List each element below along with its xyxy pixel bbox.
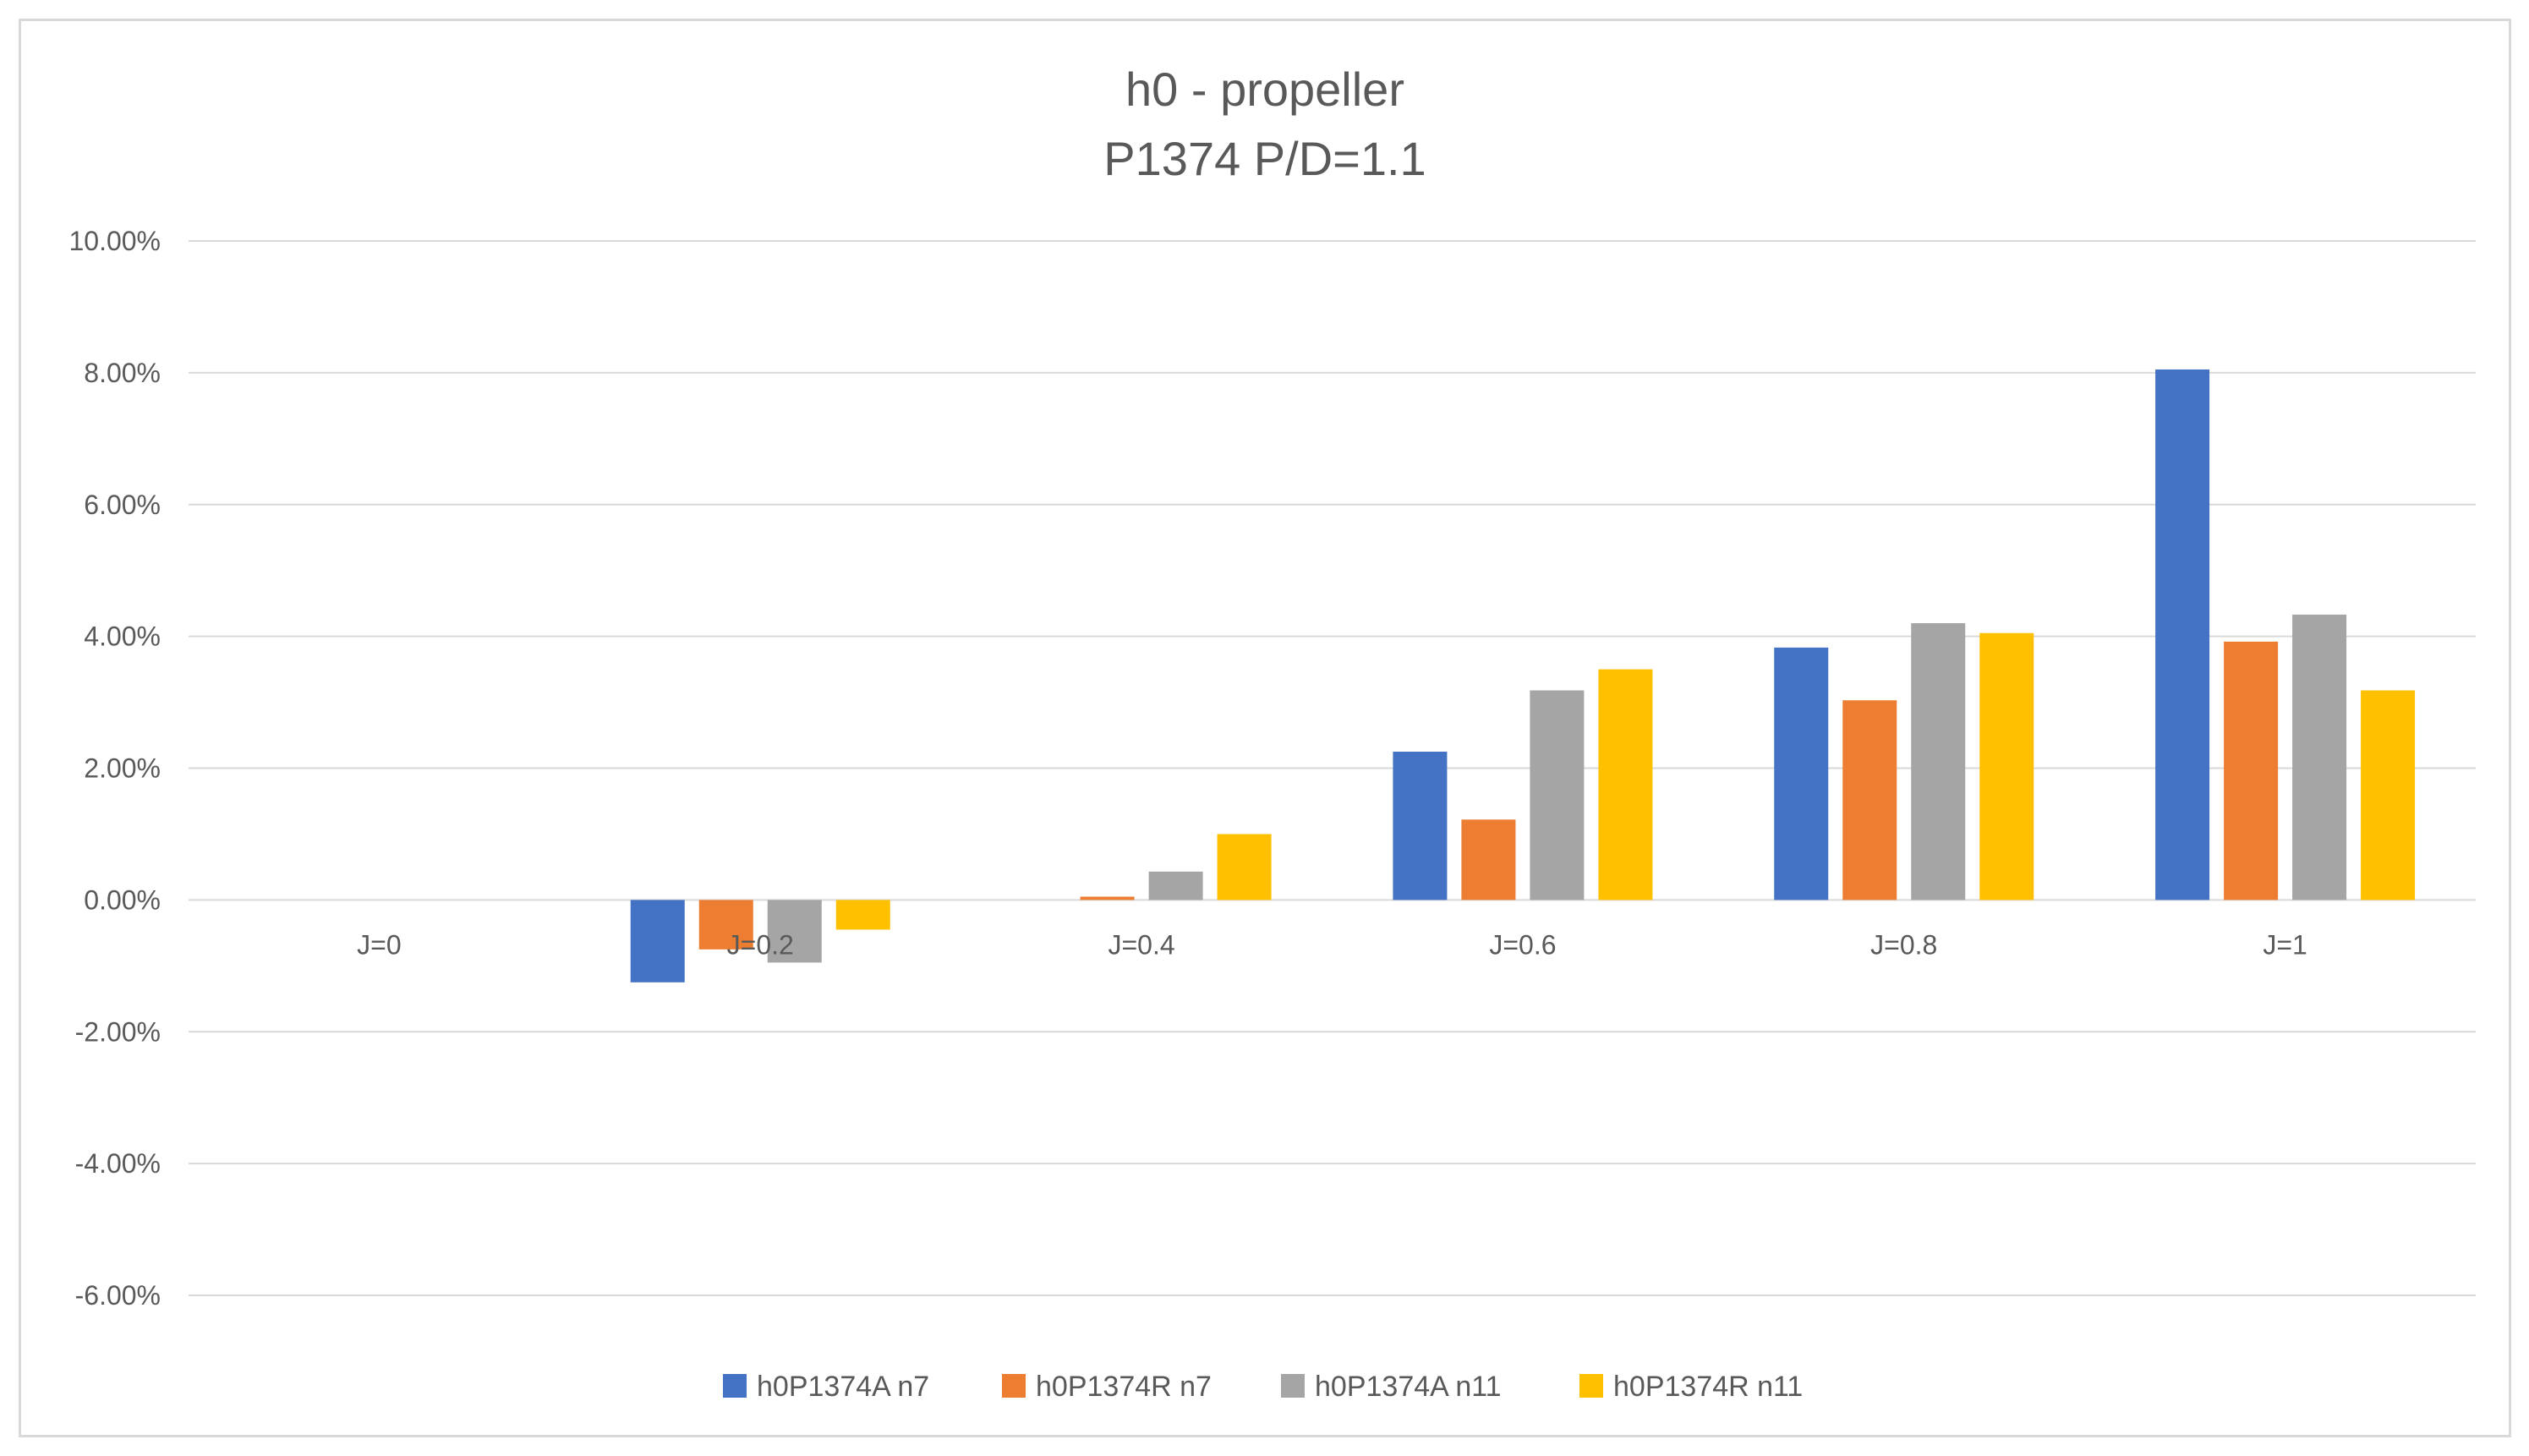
bar [698, 900, 753, 950]
chart-subtitle: P1374 P/D=1.1 [1103, 132, 1426, 185]
bar [1979, 632, 2034, 900]
y-tick-label: 4.00% [84, 621, 161, 652]
legend: h0P1374A n7 h0P1374R n7 h0P1374A n11 h0P137… [723, 1371, 1803, 1403]
bar [1911, 623, 1966, 900]
x-tick-label: J=0 [357, 929, 401, 960]
bar [1842, 700, 1897, 900]
bar [2292, 614, 2347, 900]
y-tick-label: 10.00% [68, 226, 161, 256]
y-tick-label: -2.00% [75, 1016, 161, 1047]
gridlines [189, 240, 2476, 1296]
legend-swatch [1579, 1374, 1603, 1398]
bar [1530, 690, 1585, 900]
y-tick-label: 8.00% [84, 358, 161, 388]
bar [1393, 752, 1448, 900]
bar [1774, 647, 1829, 900]
y-axis-tick-labels: -6.00% -4.00% -2.00% 0.00% 2.00% 4.00% 6.00% 8.… [68, 226, 161, 1311]
y-tick-label: 6.00% [84, 490, 161, 520]
bar [1598, 669, 1653, 900]
legend-label: h0P1374A n11 [1315, 1371, 1502, 1403]
x-tick-label: J=0.2 [727, 929, 794, 960]
bar [630, 900, 685, 983]
legend-item: h0P1374A n11 [1281, 1371, 1502, 1403]
bar [767, 900, 822, 963]
legend-label: h0P1374R n7 [1036, 1371, 1212, 1403]
legend-item: h0P1374A n7 [723, 1371, 929, 1403]
x-tick-label: J=0.4 [1108, 929, 1174, 960]
y-tick-label: -6.00% [75, 1280, 161, 1311]
chart-frame: h0 - propeller P1374 P/D=1.1 -6.00% -4.00… [19, 19, 2511, 1437]
x-tick-label: J=0.6 [1489, 929, 1556, 960]
x-tick-label: J=0.8 [1870, 929, 1937, 960]
bar [2155, 369, 2210, 900]
bar [2224, 641, 2279, 900]
legend-item: h0P1374R n11 [1579, 1371, 1803, 1403]
bar [1461, 819, 1516, 900]
legend-item: h0P1374R n7 [1002, 1371, 1212, 1403]
bar [2361, 690, 2416, 900]
chart-title: h0 - propeller [1125, 63, 1404, 116]
bar [835, 900, 890, 930]
bar [1217, 834, 1272, 900]
bars [630, 369, 2416, 983]
legend-swatch [723, 1374, 747, 1398]
legend-swatch [1002, 1374, 1026, 1398]
bar [1148, 871, 1203, 900]
legend-label: h0P1374R n11 [1613, 1371, 1803, 1403]
y-tick-label: 2.00% [84, 753, 161, 784]
y-tick-label: 0.00% [84, 884, 161, 915]
chart-svg: h0 - propeller P1374 P/D=1.1 -6.00% -4.00… [68, 63, 2476, 1403]
x-axis-tick-labels: J=0 J=0.2 J=0.4 J=0.6 J=0.8 J=1 [357, 929, 2307, 960]
x-tick-label: J=1 [2263, 929, 2307, 960]
legend-label: h0P1374A n7 [757, 1371, 929, 1403]
y-tick-label: -4.00% [75, 1148, 161, 1179]
legend-swatch [1281, 1374, 1305, 1398]
bar [1080, 896, 1135, 900]
